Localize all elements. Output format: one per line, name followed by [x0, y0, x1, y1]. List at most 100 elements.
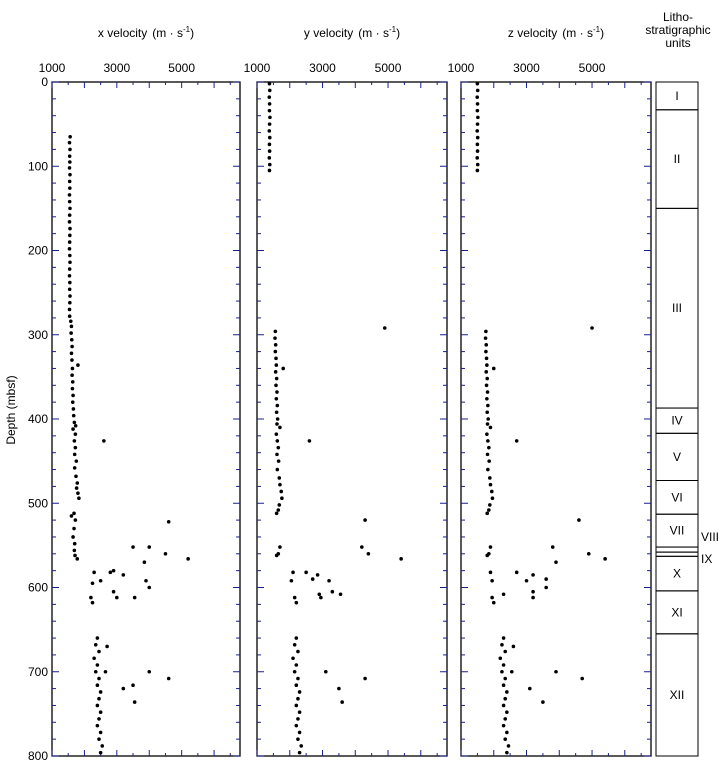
y-tick-label: 500 [28, 496, 48, 510]
data-point [77, 496, 81, 500]
data-point [338, 592, 343, 597]
data-point [108, 570, 113, 575]
data-point [531, 573, 535, 577]
data-point [267, 135, 272, 140]
data-point [267, 102, 272, 106]
data-point [267, 149, 272, 153]
data-point [486, 467, 490, 472]
data-point [70, 373, 74, 377]
data-point [67, 247, 72, 251]
data-point [488, 570, 493, 575]
data-point [70, 344, 74, 349]
data-point [503, 737, 508, 741]
data-point [267, 129, 272, 133]
data-point [277, 476, 282, 480]
data-point [276, 459, 281, 463]
data-point [275, 439, 280, 443]
data-point [76, 363, 80, 367]
data-point [72, 420, 77, 425]
data-point [267, 108, 272, 113]
data-point [73, 445, 78, 450]
data-point [501, 636, 506, 640]
unit-label: XII [670, 688, 685, 702]
data-point [490, 496, 495, 500]
data-point [484, 383, 489, 388]
data-point [69, 324, 74, 329]
data-point [279, 489, 284, 494]
unit-label: I [675, 89, 678, 103]
data-point [363, 518, 367, 522]
data-point [503, 717, 508, 721]
data-point [503, 696, 508, 701]
data-point [67, 267, 72, 271]
data-point [273, 336, 277, 340]
data-point [89, 595, 93, 600]
data-point [70, 380, 75, 384]
data-point [340, 700, 344, 704]
data-point [131, 545, 135, 549]
x-tick-label: 1000 [448, 61, 475, 75]
data-point [76, 491, 80, 495]
data-point [67, 240, 72, 244]
data-point [486, 403, 490, 408]
data-point [294, 600, 299, 605]
data-point [274, 376, 279, 381]
data-point [294, 663, 299, 667]
data-point [544, 585, 548, 590]
data-point [132, 700, 137, 704]
data-point [489, 489, 494, 494]
unit-box [655, 546, 699, 553]
data-point [296, 696, 300, 701]
data-point [111, 589, 116, 594]
data-point [75, 557, 80, 561]
data-point [317, 592, 322, 597]
data-points [475, 81, 607, 755]
panel-2: y velocity (m · s-1) 1000 3000 5000 [244, 25, 448, 757]
data-point [603, 557, 607, 561]
data-point [363, 676, 367, 681]
data-point [267, 156, 272, 160]
data-point [72, 526, 76, 531]
data-point [72, 511, 76, 516]
unit-box [655, 551, 699, 557]
data-point [267, 142, 272, 147]
units-title-line: Litho- [663, 10, 693, 24]
data-point [281, 366, 286, 371]
unit-label: VII [670, 524, 685, 538]
y-tick-label: 0 [41, 75, 48, 89]
data-point [505, 750, 509, 755]
data-point [506, 744, 511, 748]
data-point [274, 410, 279, 415]
data-point [67, 199, 72, 204]
y-tick-label: 600 [28, 581, 48, 595]
data-point [68, 147, 72, 152]
data-point [98, 578, 103, 583]
data-point [121, 686, 126, 691]
panel-title-unit: (m · s [358, 26, 389, 40]
data-point [132, 595, 137, 600]
data-point [289, 578, 294, 583]
data-point [273, 343, 278, 347]
data-point [514, 570, 519, 575]
data-point [274, 396, 279, 401]
data-point [554, 669, 558, 674]
data-point [68, 260, 72, 265]
data-points [267, 81, 403, 755]
data-point [475, 81, 480, 86]
panel-1: x velocity (m · s-1) 1000 3000 5000 0 100 200 30… [28, 25, 241, 763]
data-points [67, 134, 190, 755]
data-point [275, 422, 279, 426]
data-point [527, 686, 532, 691]
data-point [299, 744, 304, 748]
data-point [69, 514, 74, 518]
data-point [98, 730, 103, 735]
data-point [90, 600, 95, 605]
panel-title-text: z velocity [508, 26, 557, 40]
data-point [70, 400, 75, 404]
data-point [488, 476, 492, 480]
data-point [294, 723, 299, 728]
data-point [72, 466, 77, 470]
data-point [267, 81, 272, 86]
panel-title-text: y velocity [304, 26, 353, 40]
data-point [488, 545, 493, 549]
